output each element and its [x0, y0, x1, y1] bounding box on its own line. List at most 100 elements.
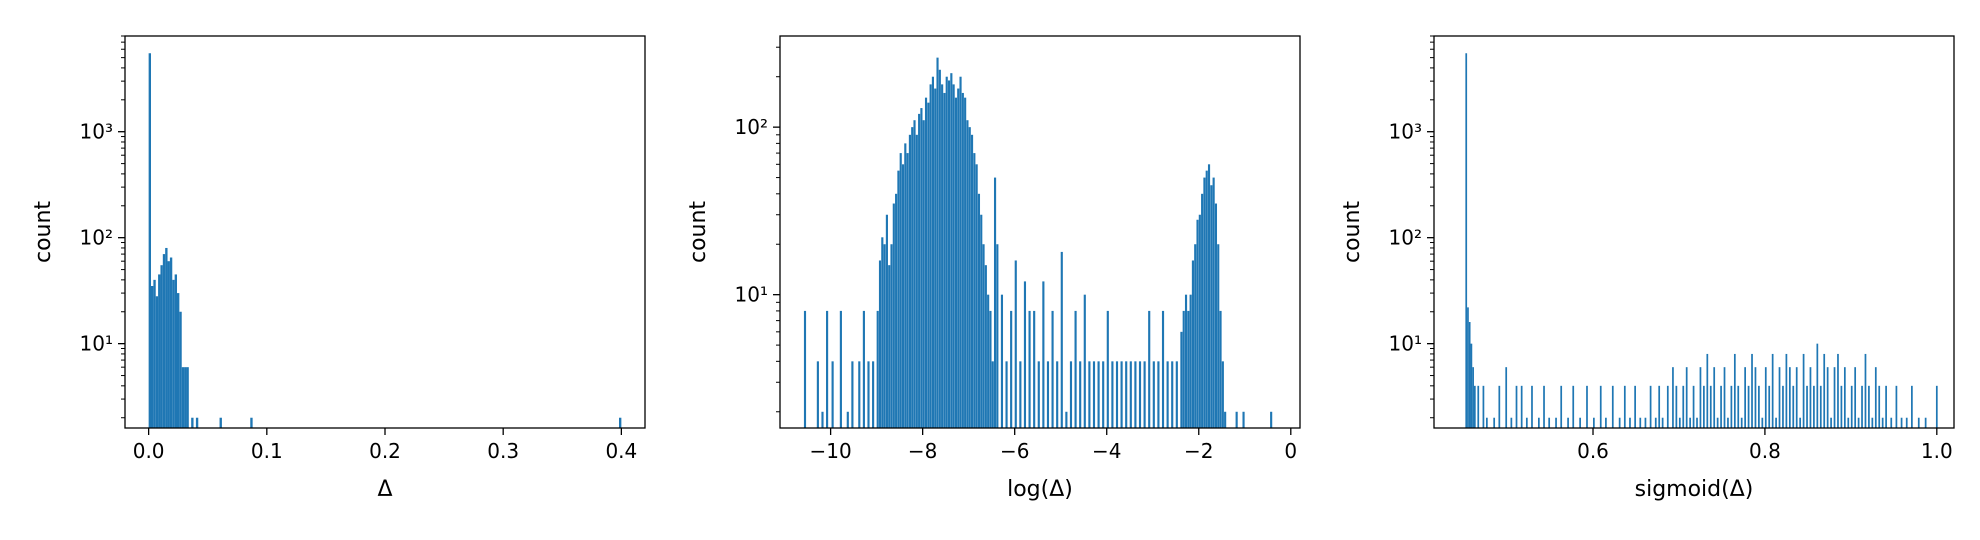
panel-log-delta-bar-6 [846, 411, 849, 428]
panel-log-delta-bar-18 [890, 244, 893, 428]
panel-delta-bar-1 [151, 286, 154, 428]
panel-delta-yticks: 10¹ 10² 10³ [80, 35, 125, 419]
panel-sigmoid-delta-xtick-label-0: 0.6 [1577, 439, 1609, 463]
panel-log-delta-bar-3 [826, 310, 829, 428]
panel-log-delta-bar-66 [1005, 361, 1008, 428]
panel-delta-bar-5 [160, 265, 163, 428]
panel-sigmoid-delta-bar-63 [1747, 385, 1750, 428]
panel-sigmoid-delta-bar-73 [1782, 385, 1784, 428]
panel-sigmoid-delta-bar-15 [1525, 417, 1528, 428]
panel-sigmoid-delta-ytick-label-1: 10² [1389, 226, 1422, 250]
panel-log-delta-bar-88 [1106, 310, 1109, 428]
panel-delta-bar-10 [172, 279, 175, 428]
panel-sigmoid-delta-bar-13 [1515, 385, 1518, 428]
panel-log-delta-bar-42 [945, 76, 948, 429]
panel-log-delta-bar-56 [977, 193, 981, 428]
panel-sigmoid-delta-bars [1465, 53, 1938, 428]
panel-log-delta-bar-125 [1242, 411, 1245, 428]
panel-log-delta-bar-15 [883, 244, 886, 428]
panel-log-delta-bar-86 [1097, 361, 1100, 428]
panel-sigmoid-delta-ytick-label-0: 10¹ [1389, 332, 1422, 356]
panel-log-delta-bar-115 [1205, 170, 1208, 428]
panel-log-delta-bar-112 [1198, 214, 1201, 428]
panel-sigmoid-delta-bar-76 [1792, 385, 1795, 428]
panel-log-delta-bar-120 [1217, 244, 1220, 428]
panel-sigmoid-delta-bar-92 [1847, 417, 1850, 428]
panel-delta-bar-14 [181, 367, 185, 428]
panel-delta-bar-17 [191, 417, 194, 428]
panel-log-delta-bar-52 [968, 127, 971, 429]
panel-sigmoid-delta-bar-40 [1666, 385, 1669, 428]
panel-delta-bar-4 [158, 274, 161, 428]
panel-sigmoid-delta-bar-78 [1799, 417, 1802, 428]
panel-sigmoid-delta-bar-14 [1520, 385, 1523, 428]
panel-log-delta-bar-29 [915, 134, 918, 428]
panel-log-delta-bar-102 [1171, 361, 1174, 428]
panel-log-delta-xtick-label-5: 0 [1284, 439, 1297, 463]
panel-sigmoid-delta-bar-72 [1778, 367, 1781, 428]
panel-log-delta-bar-74 [1042, 281, 1045, 428]
panel-log-delta-bar-50 [964, 97, 967, 429]
panel-log-delta-bar-70 [1023, 281, 1027, 428]
panel-log-delta-bar-100 [1161, 310, 1165, 428]
panel-sigmoid-delta-bar-59 [1733, 353, 1736, 428]
panel-delta-xtick-label-2: 0.2 [369, 439, 401, 463]
panel-sigmoid-delta-bar-47 [1692, 385, 1695, 428]
panel-sigmoid-delta-bar-34 [1639, 417, 1642, 428]
panel-log-delta-bar-64 [996, 244, 999, 428]
panel-sigmoid-delta-bar-24 [1579, 417, 1581, 428]
panel-log-delta-bar-28 [913, 120, 916, 429]
panel-log-delta-bar-53 [970, 134, 974, 428]
panel-log-delta-bar-14 [881, 237, 884, 428]
panel-sigmoid-delta-bar-106 [1900, 417, 1903, 428]
panel-log-delta-bar-46 [954, 97, 958, 429]
panel-sigmoid-delta-bar-69 [1768, 385, 1771, 428]
panel-sigmoid-delta-bar-6 [1477, 385, 1480, 428]
panel-log-delta-bar-67 [1010, 310, 1013, 428]
panel-delta-bar-11 [174, 274, 177, 428]
panel-log-delta-bar-17 [888, 265, 891, 428]
panel-delta-ytick-label-0: 10¹ [80, 332, 113, 356]
panel-delta-xtick-label-4: 0.4 [605, 439, 637, 463]
panel-log-delta-xtick-label-1: −8 [908, 439, 937, 463]
panel-log-delta-bar-106 [1184, 294, 1188, 428]
panel-log-delta-bar-111 [1196, 219, 1199, 428]
panel-log-delta-ytick-label-0: 10¹ [735, 283, 768, 307]
panel-log-delta-ytick-label-1: 10² [735, 115, 768, 139]
panel-delta-bar-9 [169, 257, 173, 428]
panel-sigmoid-delta-bar-61 [1740, 417, 1743, 428]
panel-sigmoid-delta-bar-94 [1854, 367, 1857, 428]
panel-sigmoid-delta-bar-80 [1806, 385, 1808, 428]
panel-log-delta-bar-1 [816, 361, 819, 428]
panel-sigmoid-delta-bar-81 [1809, 367, 1812, 428]
panel-log-delta-bar-45 [952, 84, 955, 428]
panel-sigmoid-delta-bar-71 [1775, 417, 1777, 428]
panel-sigmoid-delta-bar-83 [1816, 343, 1819, 428]
panel-sigmoid-delta-bar-8 [1486, 417, 1488, 428]
panel-log-delta-bar-0 [803, 310, 807, 428]
panel-sigmoid-delta-bar-91 [1843, 367, 1846, 428]
panel-log-delta-bar-103 [1175, 361, 1178, 428]
panel-log-delta-bar-118 [1212, 177, 1215, 428]
panel-sigmoid-delta-bar-67 [1761, 417, 1764, 428]
panel-sigmoid-delta-bar-57 [1727, 417, 1729, 428]
panel-log-delta-bar-24 [904, 143, 907, 428]
panel-log-delta-bar-5 [839, 310, 842, 428]
panel-sigmoid-delta-bar-37 [1654, 417, 1657, 428]
panel-log-delta-xtick-label-4: −2 [1184, 439, 1213, 463]
panel-log-delta-ylabel: count [686, 201, 711, 263]
panel-sigmoid-delta-bar-88 [1833, 367, 1836, 428]
panel-log-delta-bar-71 [1028, 310, 1031, 428]
panel-sigmoid-delta-bar-23 [1572, 385, 1575, 428]
panel-log-delta-bar-81 [1074, 310, 1077, 428]
panel-sigmoid-delta-bar-53 [1713, 367, 1716, 428]
panel-sigmoid-delta-bar-48 [1696, 417, 1698, 428]
panel-sigmoid-delta-bar-96 [1861, 385, 1863, 428]
panel-log-delta-bar-75 [1046, 361, 1050, 428]
panel-log-delta-bar-95 [1138, 361, 1142, 428]
panel-delta-bar-20 [250, 417, 253, 428]
panel-log-delta-bar-124 [1235, 411, 1238, 428]
panel-log-delta-bar-90 [1115, 361, 1119, 428]
